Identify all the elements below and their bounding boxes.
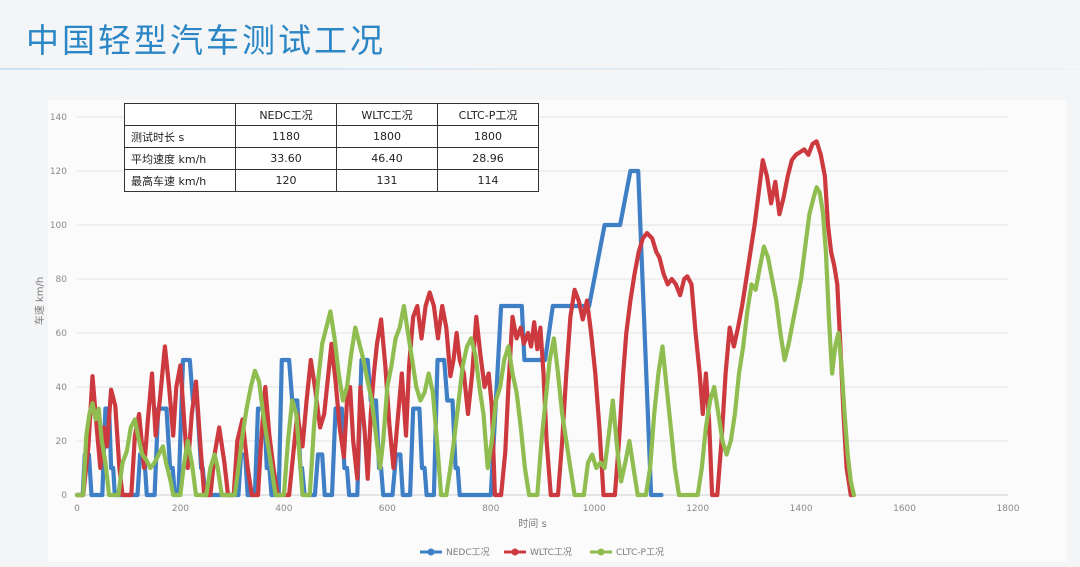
table-cell: 28.96 xyxy=(437,147,539,170)
table-header-cell: WLTC工况 xyxy=(336,103,438,126)
x-tick-label: 1000 xyxy=(583,504,606,514)
table-header-row: NEDC工况 WLTC工况 CLTC-P工况 xyxy=(124,103,539,126)
title-divider xyxy=(0,68,1080,70)
y-axis-title: 车速 km/h xyxy=(33,277,46,325)
series-line-1 xyxy=(74,139,856,498)
chart-series xyxy=(74,139,856,498)
x-tick-label: 600 xyxy=(379,504,396,514)
y-tick-label: 0 xyxy=(61,491,67,501)
table-cell: 46.40 xyxy=(336,147,438,170)
table-row-label: 平均速度 km/h xyxy=(124,147,236,170)
chart-legend: NEDC工况 WLTC工况 CLTC-P工况 xyxy=(420,547,664,558)
x-tick-label: 1600 xyxy=(893,504,916,514)
y-tick-label: 100 xyxy=(50,221,67,231)
table-header-cell: CLTC-P工况 xyxy=(437,103,539,126)
x-tick-label: 0 xyxy=(74,504,80,514)
table-cell: 33.60 xyxy=(235,147,337,170)
table-cell: 1180 xyxy=(235,125,337,148)
y-tick-label: 40 xyxy=(56,383,68,393)
series-line-2 xyxy=(74,185,856,498)
x-tick-label: 400 xyxy=(275,504,292,514)
legend-label: WLTC工况 xyxy=(530,547,572,558)
table-cell: 120 xyxy=(235,169,337,192)
legend-swatch-marker xyxy=(427,548,435,556)
table-row: 平均速度 km/h 33.60 46.40 28.96 xyxy=(124,147,539,170)
x-axis-title: 时间 s xyxy=(518,517,546,530)
table-row: 最高车速 km/h 120 131 114 xyxy=(124,169,539,192)
table-row: 测试时长 s 1180 1800 1800 xyxy=(124,125,539,148)
stats-table: NEDC工况 WLTC工况 CLTC-P工况 测试时长 s 1180 1800 … xyxy=(124,103,539,192)
table-cell: 1800 xyxy=(437,125,539,148)
table-cell: 131 xyxy=(336,169,438,192)
y-tick-label: 60 xyxy=(56,329,68,339)
table-row-label: 最高车速 km/h xyxy=(124,169,236,192)
page-title: 中国轻型汽车测试工况 xyxy=(26,21,386,60)
legend-label: CLTC-P工况 xyxy=(616,547,664,558)
legend-swatch-marker xyxy=(511,548,519,556)
x-tick-label: 1200 xyxy=(686,504,709,514)
y-tick-label: 120 xyxy=(50,167,67,177)
y-tick-label: 140 xyxy=(50,113,67,123)
table-cell: 114 xyxy=(437,169,539,192)
y-tick-label: 80 xyxy=(56,275,68,285)
table-row-label: 测试时长 s xyxy=(124,125,236,148)
x-tick-label: 800 xyxy=(482,504,499,514)
y-tick-label: 20 xyxy=(56,437,68,447)
table-cell: 1800 xyxy=(336,125,438,148)
x-tick-label: 200 xyxy=(172,504,189,514)
legend-swatch-marker xyxy=(597,548,605,556)
x-tick-label: 1800 xyxy=(997,504,1020,514)
table-header-cell xyxy=(124,103,236,126)
table-header-cell: NEDC工况 xyxy=(235,103,337,126)
x-tick-label: 1400 xyxy=(790,504,813,514)
legend-label: NEDC工况 xyxy=(446,547,490,558)
